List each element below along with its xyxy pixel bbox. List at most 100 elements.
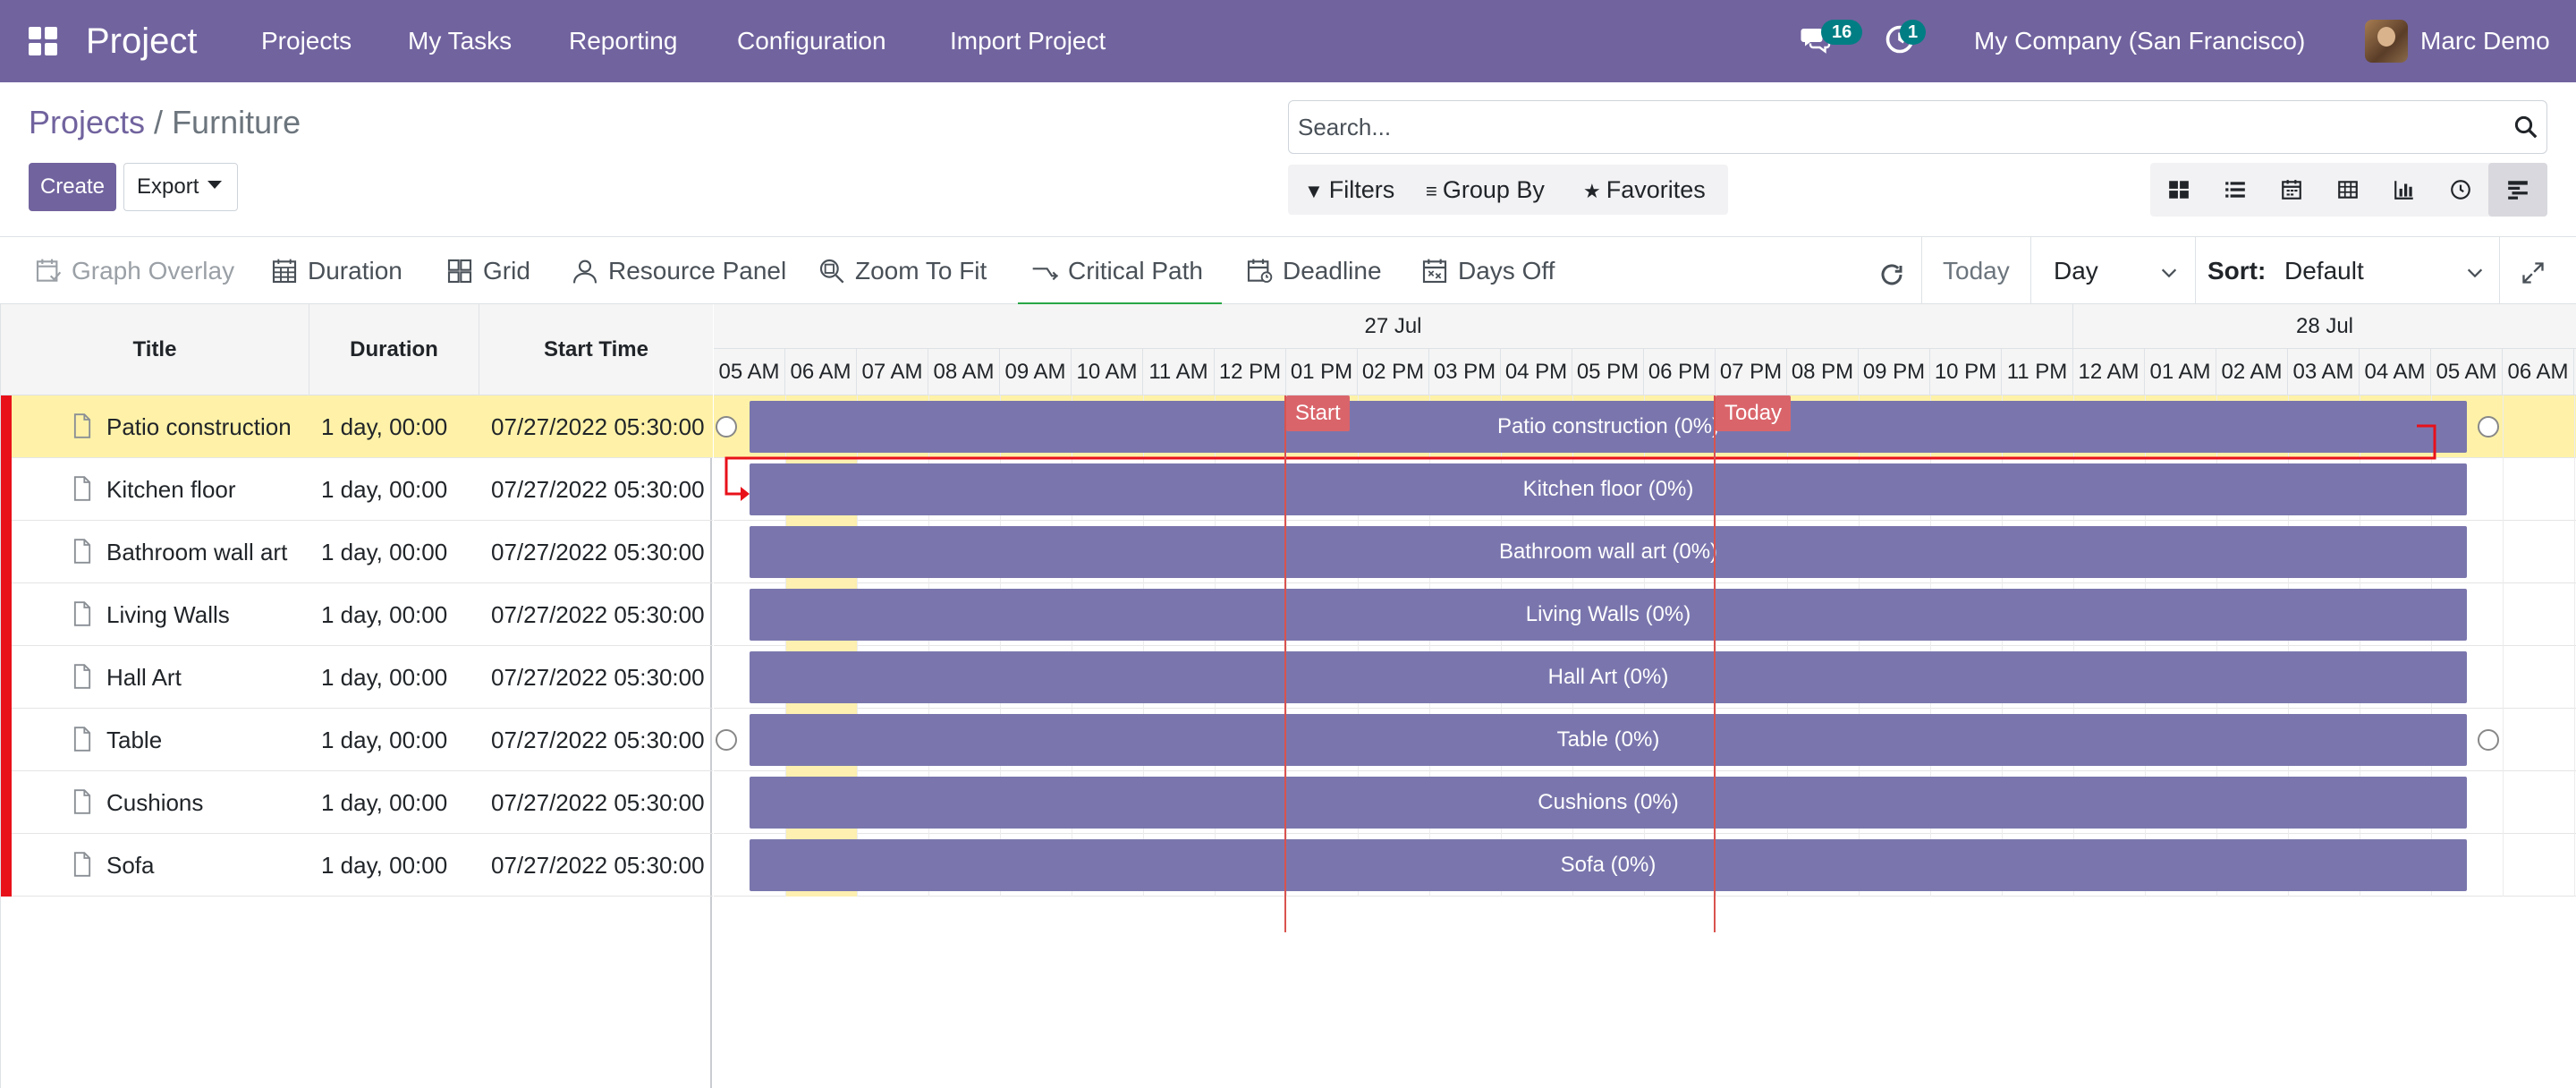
- user-avatar[interactable]: [2365, 20, 2408, 63]
- export-label: Export: [137, 174, 199, 199]
- task-title-cell[interactable]: Patio construction: [106, 413, 292, 440]
- menu-import-project[interactable]: Import Project: [950, 27, 1106, 55]
- apps-menu-icon[interactable]: [29, 27, 57, 55]
- timeline-row[interactable]: Kitchen floor (0%): [714, 458, 2576, 521]
- grid-header: Title Duration Start Time: [1, 304, 713, 395]
- table-row[interactable]: Cushions 1 day, 00:00 07/27/2022 05:30:00: [1, 771, 713, 834]
- connector-handle-left[interactable]: [716, 416, 737, 438]
- table-row[interactable]: Bathroom wall art 1 day, 00:00 07/27/2022 …: [1, 521, 713, 583]
- bar-chart-icon: [2394, 181, 2413, 200]
- timeline-row[interactable]: Hall Art (0%): [714, 646, 2576, 709]
- timeline-row[interactable]: Sofa (0%): [714, 834, 2576, 897]
- gantt-icon: [2508, 181, 2528, 200]
- task-title-cell[interactable]: Sofa: [106, 852, 155, 879]
- table-row[interactable]: Kitchen floor 1 day, 00:00 07/27/2022 05:3…: [1, 458, 713, 521]
- task-bar[interactable]: Cushions (0%): [750, 777, 2467, 829]
- company-switcher[interactable]: My Company (San Francisco): [1974, 27, 2306, 55]
- resource-panel-button[interactable]: Resource Panel: [571, 237, 786, 305]
- task-start-cell: 07/27/2022 05:30:00: [491, 852, 705, 879]
- connector-handle-left[interactable]: [716, 729, 737, 751]
- table-row[interactable]: Hall Art 1 day, 00:00 07/27/2022 05:30:00: [1, 646, 713, 709]
- connector-handle-right[interactable]: [2478, 416, 2499, 438]
- table-row[interactable]: Table 1 day, 00:00 07/27/2022 05:30:00: [1, 709, 713, 771]
- scale-select[interactable]: Day: [2054, 257, 2098, 285]
- hour-label: 01 AM: [2145, 349, 2216, 395]
- timeline-row[interactable]: Table (0%): [714, 709, 2576, 771]
- task-title-cell[interactable]: Living Walls: [106, 601, 230, 628]
- task-bar[interactable]: Kitchen floor (0%): [750, 463, 2467, 515]
- task-duration-cell: 1 day, 00:00: [321, 539, 448, 565]
- timeline-row[interactable]: Cushions (0%): [714, 771, 2576, 834]
- view-kanban-button[interactable]: [2150, 163, 2207, 217]
- sort-chevron-down-icon[interactable]: [2465, 239, 2494, 307]
- task-bar[interactable]: Sofa (0%): [750, 839, 2467, 891]
- task-bar[interactable]: Table (0%): [750, 714, 2467, 766]
- hour-label: 07 AM: [857, 349, 928, 395]
- task-title-cell[interactable]: Table: [106, 727, 163, 753]
- task-bar[interactable]: Hall Art (0%): [750, 651, 2467, 703]
- menu-projects[interactable]: Projects: [261, 27, 352, 55]
- timeline-row[interactable]: Bathroom wall art (0%): [714, 521, 2576, 583]
- critical-path-button[interactable]: Critical Path: [1018, 237, 1222, 305]
- menu-reporting[interactable]: Reporting: [569, 27, 678, 55]
- view-gantt-button[interactable]: [2488, 163, 2547, 217]
- sort-label: Sort:: [2207, 257, 2267, 285]
- breadcrumb-separator: /: [145, 104, 173, 140]
- app-brand[interactable]: Project: [86, 21, 198, 61]
- search-input[interactable]: [1298, 101, 2479, 153]
- list-icon: [2224, 182, 2245, 198]
- view-pivot-button[interactable]: [2319, 163, 2376, 217]
- table-row[interactable]: Living Walls 1 day, 00:00 07/27/2022 05:30…: [1, 583, 713, 646]
- group-by-button[interactable]: ≡ Group By: [1426, 176, 1545, 203]
- menu-configuration[interactable]: Configuration: [737, 27, 886, 55]
- user-menu[interactable]: Marc Demo: [2420, 27, 2550, 55]
- task-title-cell[interactable]: Cushions: [106, 789, 204, 816]
- task-title-cell[interactable]: Bathroom wall art: [106, 539, 288, 565]
- calendar-icon: [2281, 180, 2301, 200]
- refresh-icon[interactable]: [1878, 241, 1914, 309]
- task-title-cell[interactable]: Kitchen floor: [106, 476, 236, 503]
- task-bar[interactable]: Living Walls (0%): [750, 589, 2467, 641]
- create-button[interactable]: Create: [29, 163, 116, 211]
- task-duration-cell: 1 day, 00:00: [321, 789, 448, 816]
- task-title-cell[interactable]: Hall Art: [106, 664, 182, 691]
- critical-row-marker: [1, 458, 12, 521]
- days-off-button[interactable]: Days Off: [1420, 237, 1555, 305]
- export-dropdown-button[interactable]: Export: [123, 163, 238, 211]
- favorites-button[interactable]: ★ Favorites: [1583, 176, 1706, 203]
- grid-button[interactable]: Grid: [445, 237, 530, 305]
- view-calendar-button[interactable]: [2263, 163, 2319, 217]
- column-header-title[interactable]: Title: [1, 304, 309, 395]
- hour-label: 06 AM: [785, 349, 857, 395]
- view-activity-button[interactable]: [2432, 163, 2488, 217]
- task-bar[interactable]: Bathroom wall art (0%): [750, 526, 2467, 578]
- timeline-row[interactable]: Living Walls (0%): [714, 583, 2576, 646]
- chevron-down-icon[interactable]: [2159, 239, 2188, 307]
- column-header-duration[interactable]: Duration: [309, 304, 479, 395]
- menu-my-tasks[interactable]: My Tasks: [408, 27, 513, 55]
- task-start-cell: 07/27/2022 05:30:00: [491, 664, 705, 691]
- breadcrumb-projects-link[interactable]: Projects: [29, 104, 146, 140]
- search-icon[interactable]: [2512, 114, 2539, 145]
- zoom-to-fit-button[interactable]: Zoom To Fit: [818, 237, 987, 305]
- task-start-cell: 07/27/2022 05:30:00: [491, 539, 705, 565]
- deadline-button[interactable]: Deadline: [1245, 237, 1382, 305]
- column-header-start-time[interactable]: Start Time: [544, 337, 648, 361]
- filters-button[interactable]: ▼ Filters: [1304, 176, 1395, 203]
- duration-button[interactable]: Duration: [270, 237, 402, 305]
- document-icon: [72, 413, 92, 445]
- today-button[interactable]: Today: [1943, 257, 2010, 285]
- connector-handle-right[interactable]: [2478, 729, 2499, 751]
- task-bar[interactable]: Patio construction (0%): [750, 401, 2467, 453]
- critical-row-marker: [1, 521, 12, 583]
- sort-select[interactable]: Default: [2284, 257, 2364, 285]
- view-graph-button[interactable]: [2376, 163, 2432, 217]
- critical-path-arrow: [724, 424, 2436, 501]
- expand-icon[interactable]: [2521, 239, 2555, 307]
- table-row[interactable]: Sofa 1 day, 00:00 07/27/2022 05:30:00: [1, 834, 713, 897]
- table-row[interactable]: Patio construction 1 day, 00:00 07/27/2022…: [1, 395, 713, 458]
- view-list-button[interactable]: [2207, 163, 2263, 217]
- hour-label: 07 PM: [1716, 349, 1787, 395]
- critical-row-marker: [1, 583, 12, 646]
- graph-overlay-button[interactable]: Graph Overlay: [34, 237, 234, 305]
